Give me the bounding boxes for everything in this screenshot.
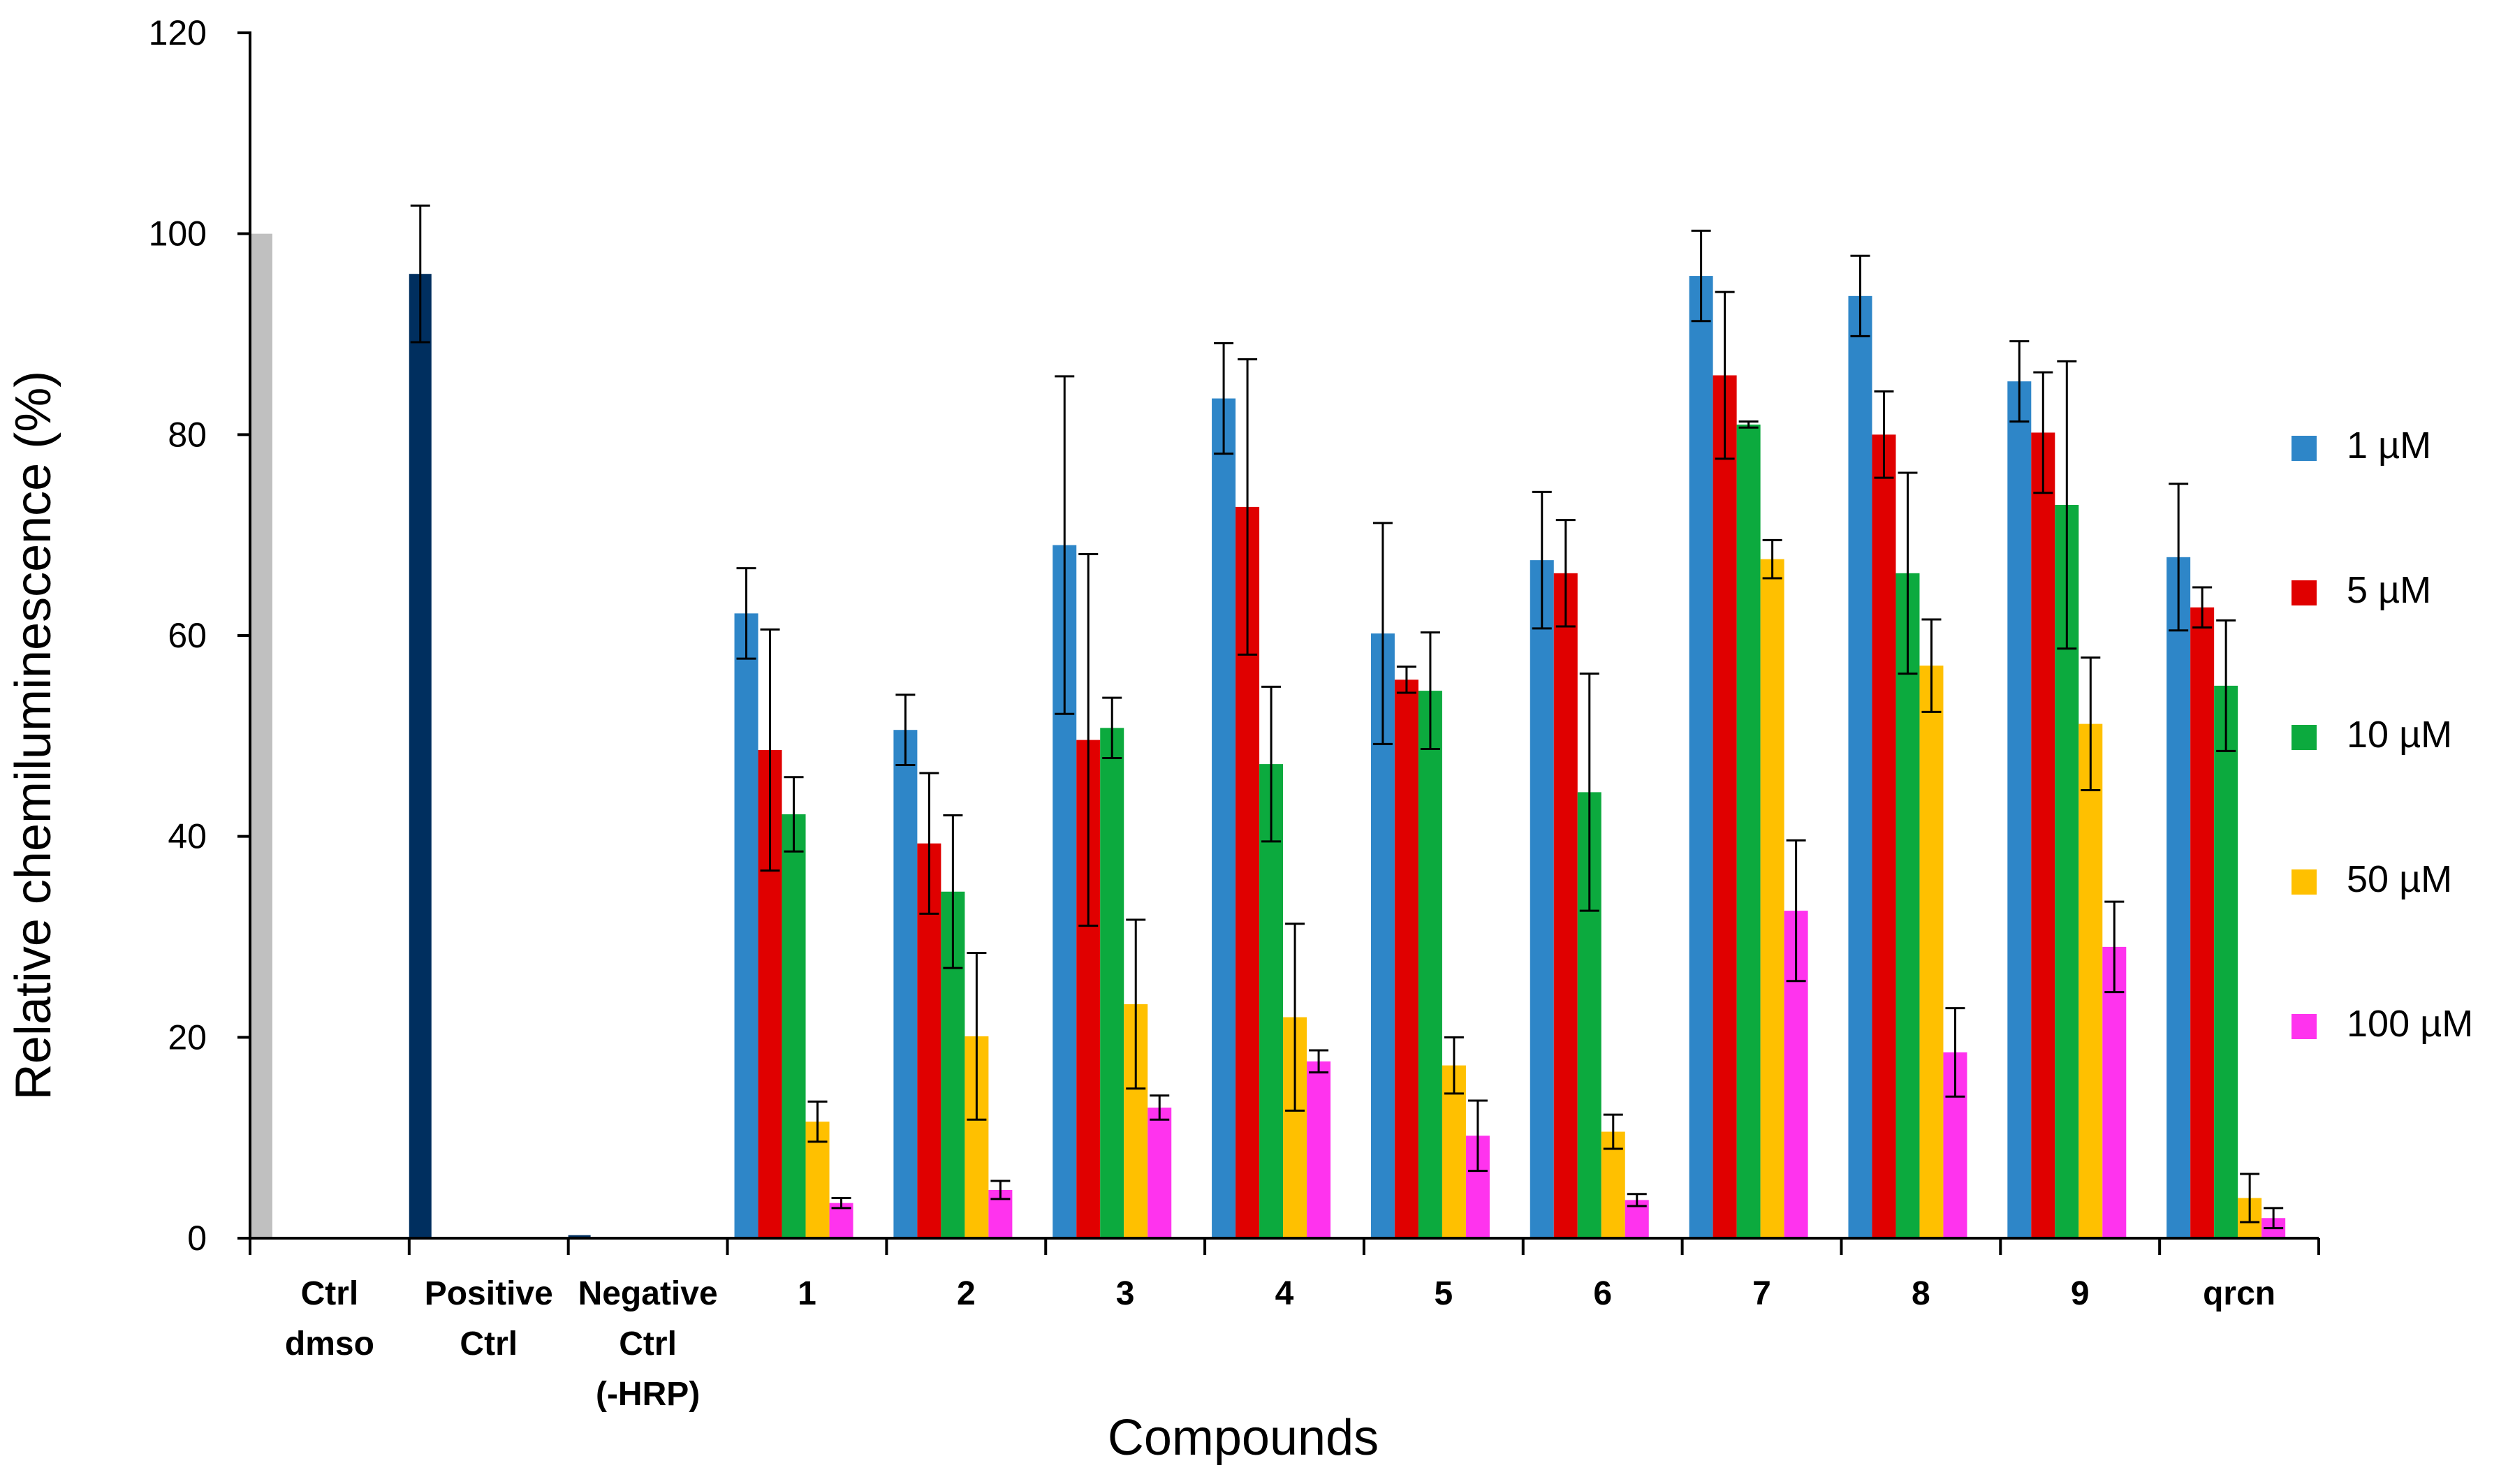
bar-series2-cat8 <box>1394 679 1418 1238</box>
legend-label: 5 µM <box>2347 569 2431 611</box>
bar-control-1 <box>249 233 272 1239</box>
x-category-label: 6 <box>1593 1275 1612 1312</box>
x-category-label: 7 <box>1752 1275 1771 1312</box>
y-tick-label: 100 <box>149 214 207 254</box>
bar-series1-cat5 <box>893 730 918 1238</box>
bar-series2-cat11 <box>1872 434 1896 1239</box>
bar-series1-cat13 <box>2166 557 2191 1238</box>
bar-series4-cat11 <box>1919 666 1944 1238</box>
y-tick-label: 40 <box>168 817 207 856</box>
bar-series3-cat8 <box>1418 691 1442 1238</box>
y-tick-label: 20 <box>168 1018 207 1057</box>
legend-label: 100 µM <box>2347 1003 2473 1045</box>
bar-series2-cat12 <box>2031 432 2055 1238</box>
legend-swatch <box>2292 869 2317 895</box>
legend-swatch <box>2292 1014 2317 1039</box>
bar-series1-cat12 <box>2007 381 2032 1238</box>
x-category-label: Positive <box>425 1275 553 1312</box>
x-category-label: 4 <box>1275 1275 1294 1312</box>
y-tick-label: 80 <box>168 415 207 454</box>
x-category-label: 2 <box>957 1275 976 1312</box>
legend-label: 50 µM <box>2347 858 2452 900</box>
bar-control-2 <box>409 274 432 1239</box>
legend-label: 10 µM <box>2347 714 2452 756</box>
legend-swatch <box>2292 725 2317 750</box>
x-category-label: 5 <box>1434 1275 1453 1312</box>
bar-series5-cat6 <box>1147 1108 1172 1238</box>
bar-series1-cat7 <box>1212 398 1236 1238</box>
y-tick-label: 60 <box>168 616 207 655</box>
x-category-label: Ctrl <box>460 1325 518 1362</box>
plot-area: 0 20 40 60 80 100 120 Ctrl dmso Positive Ctrl Negat… <box>149 13 2320 1413</box>
x-category-label: Ctrl <box>301 1275 359 1312</box>
bar-series2-cat10 <box>1713 375 1737 1238</box>
bar-series3-cat10 <box>1736 424 1761 1239</box>
bar-series1-cat9 <box>1530 560 1554 1238</box>
x-category-label: 8 <box>1912 1275 1930 1312</box>
bar-series1-cat11 <box>1848 295 1872 1239</box>
legend-swatch <box>2292 580 2317 605</box>
x-category-label: 3 <box>1116 1275 1135 1312</box>
y-tick-label: 0 <box>187 1219 207 1258</box>
legend-swatch <box>2292 436 2317 461</box>
x-category-label: Negative <box>578 1275 718 1312</box>
x-category-label: dmso <box>285 1325 374 1362</box>
x-category-label: 1 <box>798 1275 816 1312</box>
bar-series1-cat4 <box>734 613 758 1238</box>
legend-label: 1 µM <box>2347 425 2431 466</box>
bar-series4-cat10 <box>1760 559 1784 1238</box>
x-axis-title: Compounds <box>1108 1410 1379 1466</box>
bar-series3-cat4 <box>782 814 806 1238</box>
bar-series3-cat11 <box>1896 573 1920 1238</box>
bar-series1-cat10 <box>1689 276 1713 1238</box>
y-tick-label: 120 <box>149 13 207 52</box>
bar-series3-cat6 <box>1100 728 1124 1238</box>
bar-series2-cat13 <box>2190 607 2215 1238</box>
x-category-label: (-HRP) <box>596 1376 700 1413</box>
bar-series3-cat13 <box>2214 685 2238 1238</box>
bar-series5-cat7 <box>1307 1061 1331 1238</box>
bar-control-3 <box>568 1235 591 1238</box>
bar-series2-cat9 <box>1553 573 1578 1238</box>
x-category-label: 9 <box>2071 1275 2090 1312</box>
y-axis-title: Relative chemiluminescence (%) <box>6 371 61 1100</box>
bar-series3-cat7 <box>1259 764 1284 1238</box>
x-category-label: qrcn <box>2203 1275 2275 1312</box>
bar-series4-cat12 <box>2078 723 2103 1238</box>
legend: 1 µM 5 µM 10 µM 50 µM 100 µM <box>2292 425 2473 1045</box>
x-category-label: Ctrl <box>619 1325 677 1362</box>
bar-series5-cat12 <box>2102 946 2127 1238</box>
